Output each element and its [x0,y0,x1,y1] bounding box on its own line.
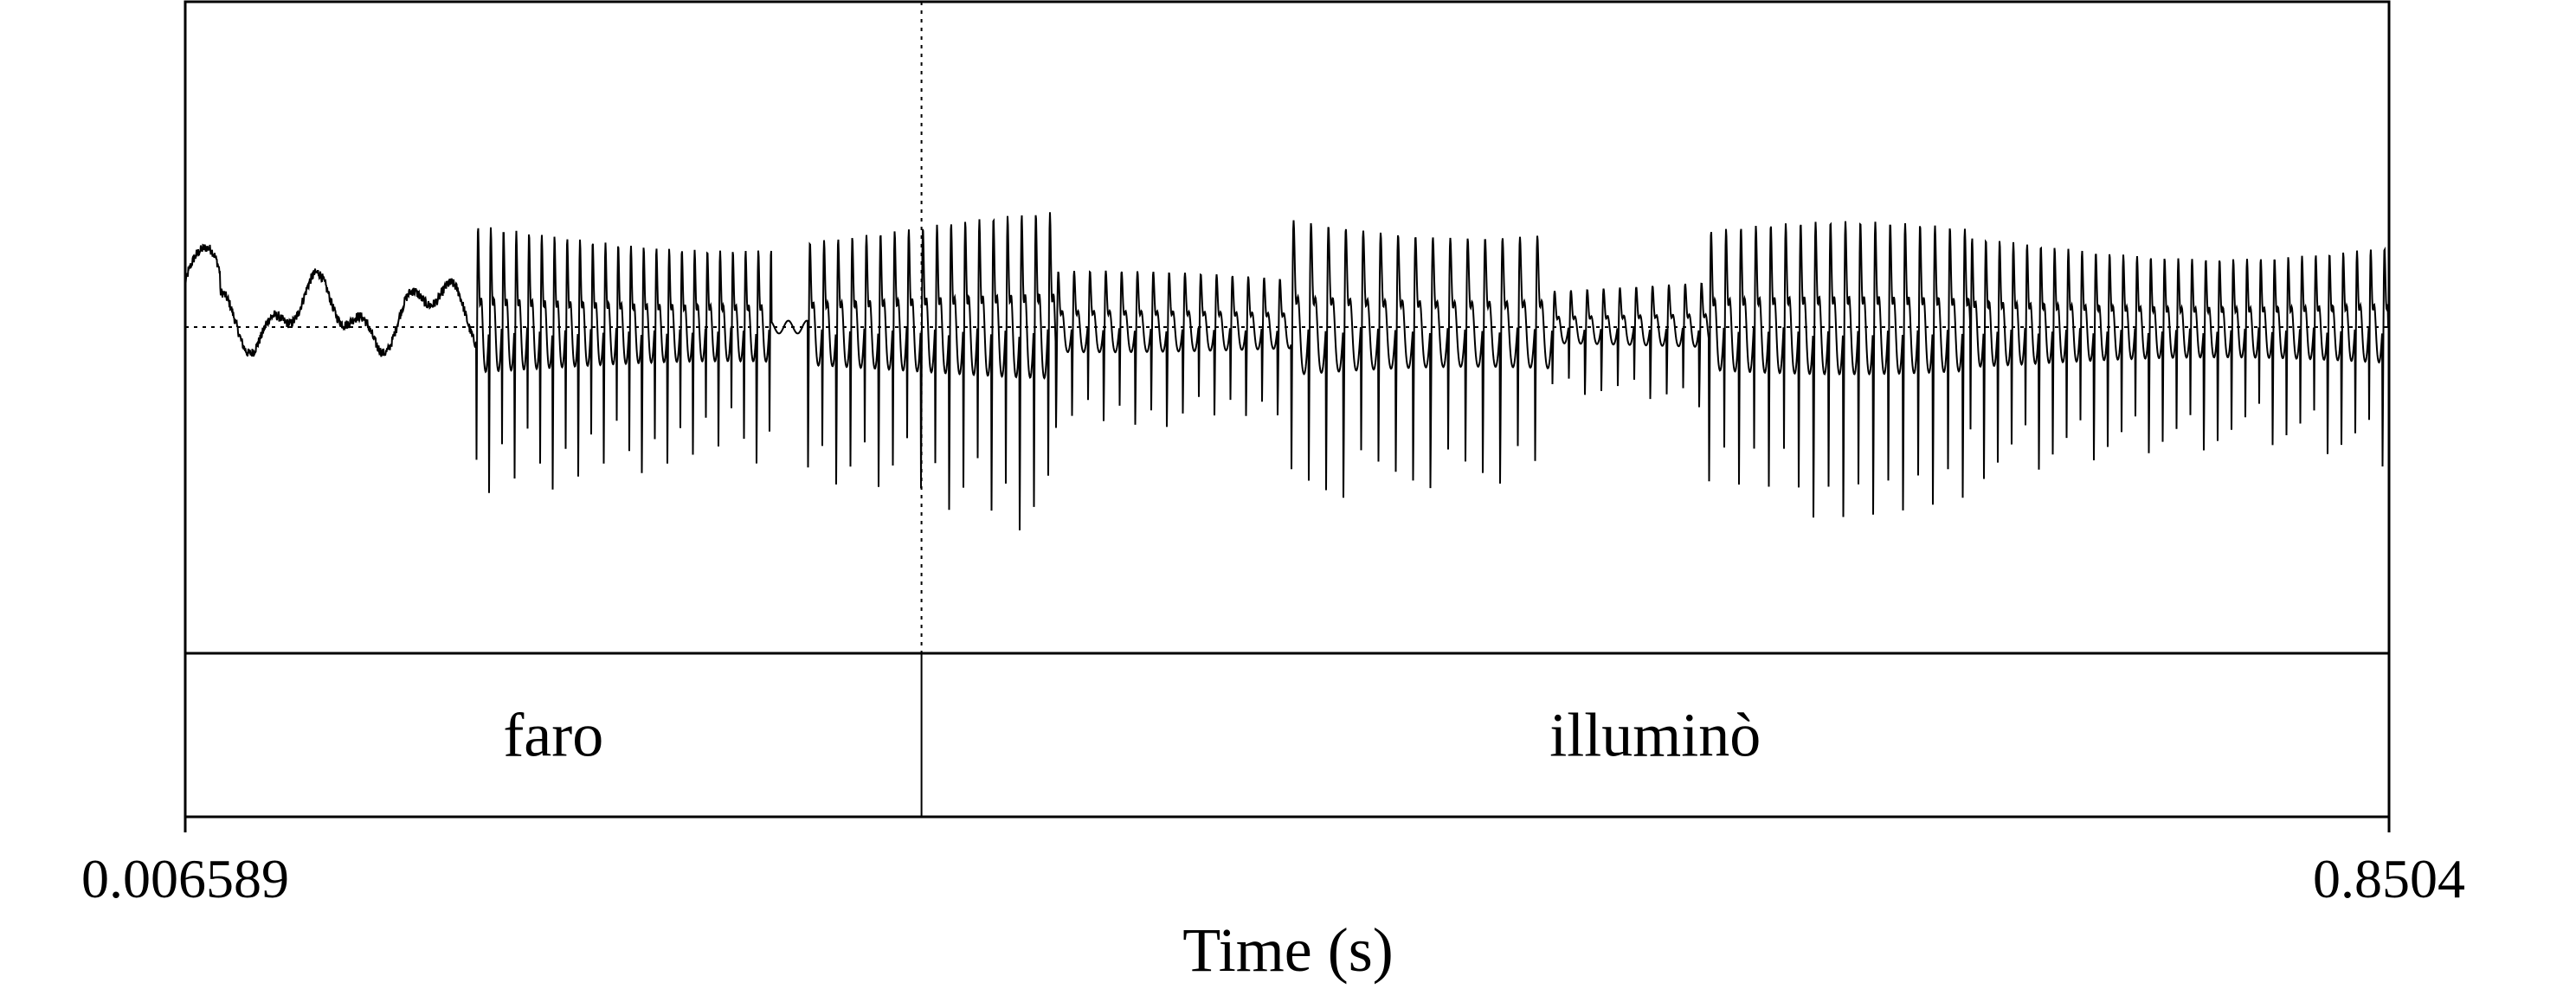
waveform-trace [184,212,2389,530]
interval-label: illuminò [1549,701,1761,770]
x-tick-label-start: 0.006589 [81,848,289,909]
x-tick-label-end: 0.8504 [2313,848,2465,909]
tier-panel [184,652,2391,819]
x-axis-title: Time (s) [1182,915,1393,985]
tier-intervals: faro illuminò [503,653,1761,817]
interval-label: faro [503,701,603,770]
